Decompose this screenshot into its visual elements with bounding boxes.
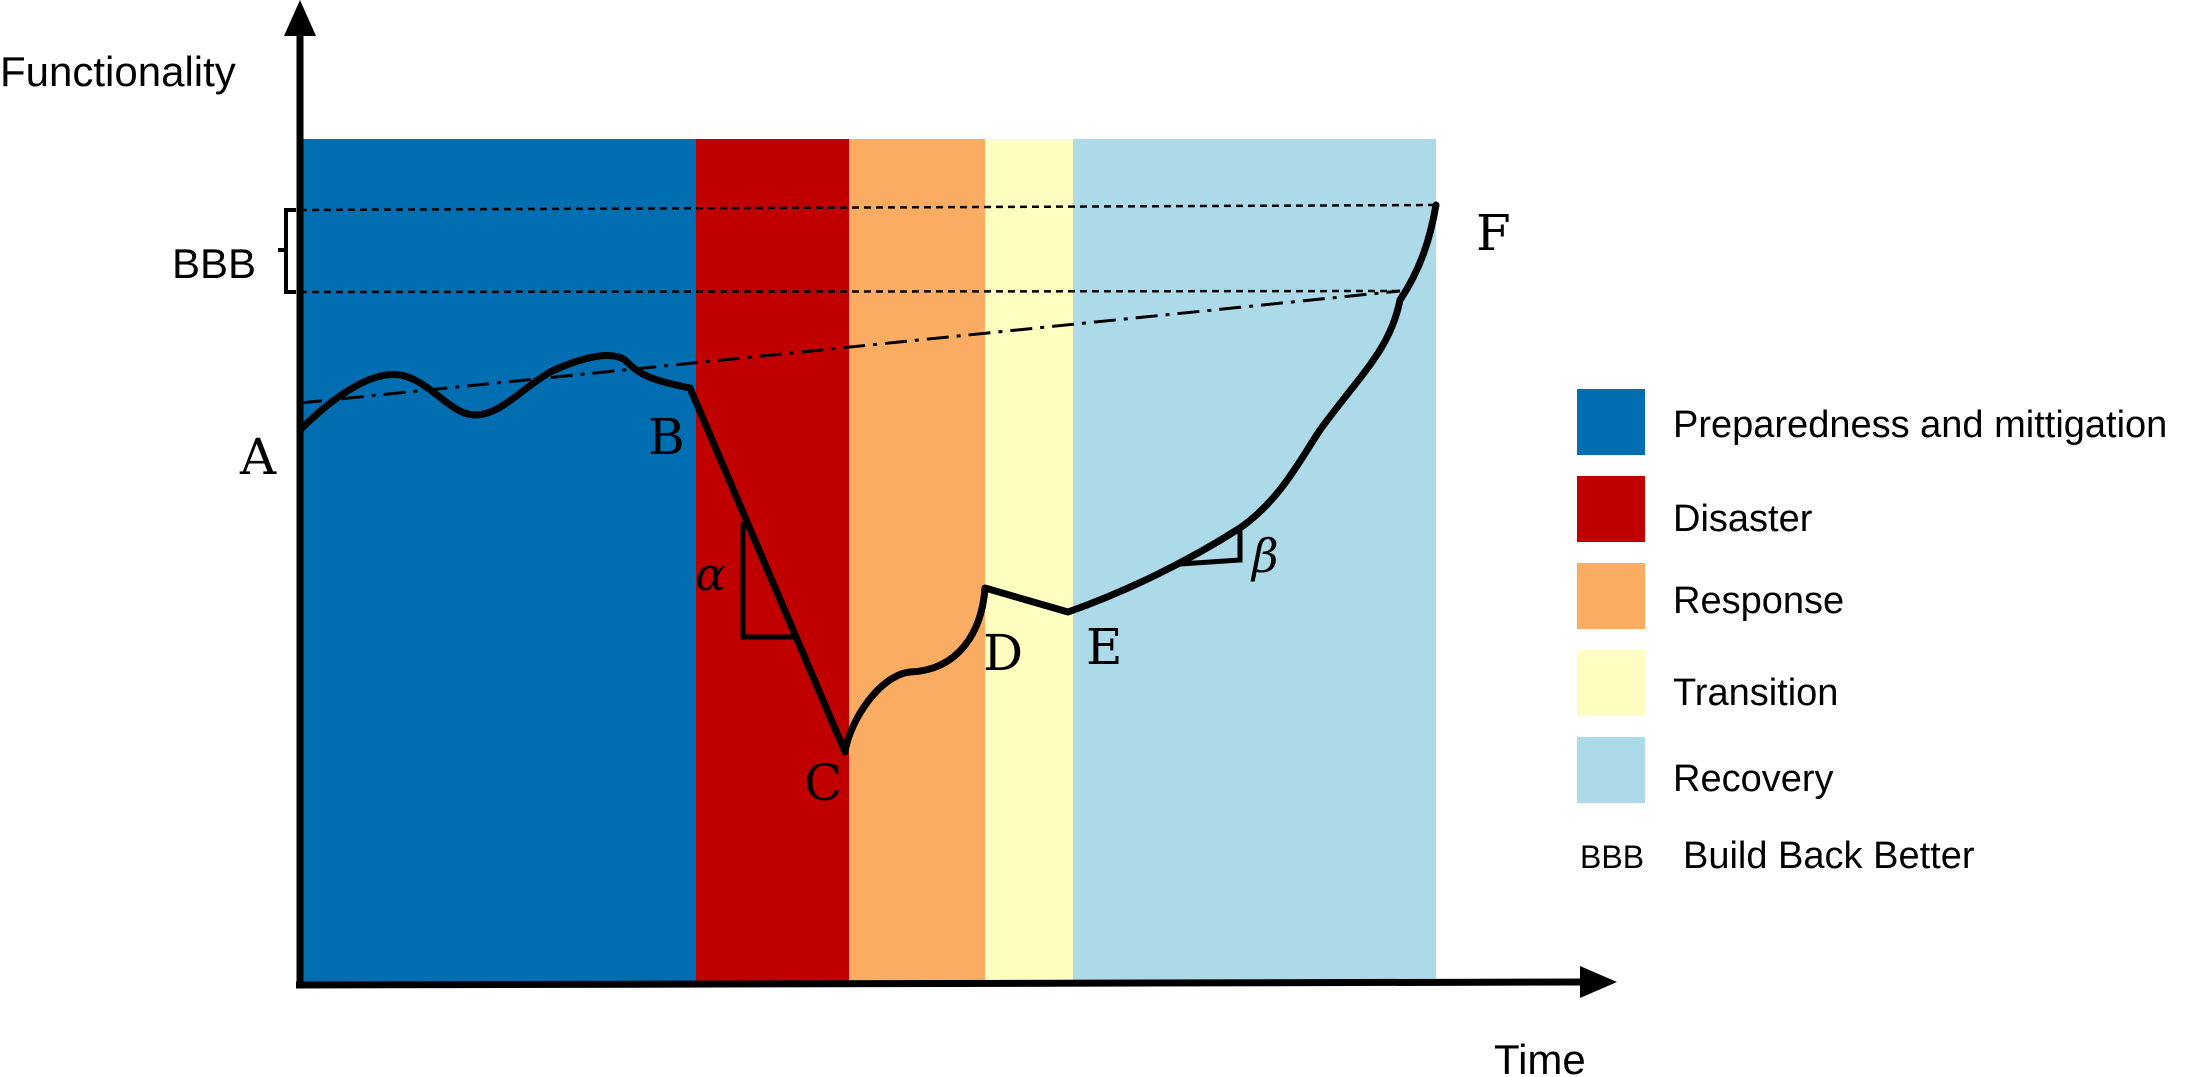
- point-label-f: F: [1476, 204, 1511, 262]
- legend-swatch-preparedness: [1577, 389, 1645, 455]
- legend-bbb-label: Build Back Better: [1683, 835, 1975, 877]
- bbb-upper-dashed-line: [299, 203, 1437, 212]
- legend-item-bbb: BBB Build Back Better: [1580, 835, 1975, 877]
- x-axis: [295, 966, 1617, 998]
- bbb-label: BBB: [172, 240, 256, 287]
- legend-swatch-recovery: [1577, 737, 1645, 803]
- beta-label: β: [1250, 529, 1279, 583]
- phase-band-recovery: [1073, 139, 1436, 985]
- phase-bands: [300, 139, 1436, 985]
- phase-band-transition: [985, 139, 1073, 985]
- legend-item-recovery: Recovery: [1577, 737, 1834, 803]
- legend: Preparedness and mittigation Disaster Re…: [1577, 389, 2167, 877]
- point-label-a: A: [239, 428, 277, 486]
- phase-band-preparedness: [300, 139, 696, 985]
- alpha-slope-triangle: [740, 522, 795, 640]
- beta-slope-triangle: [1179, 528, 1243, 567]
- legend-label-transition: Transition: [1673, 672, 1838, 714]
- legend-item-disaster: Disaster: [1577, 476, 1813, 542]
- functionality-curve: [296, 201, 1440, 756]
- x-axis-arrowhead: [1580, 966, 1617, 998]
- legend-swatch-transition: [1577, 650, 1645, 716]
- legend-label-response: Response: [1673, 580, 1844, 622]
- phase-band-disaster: [696, 139, 849, 985]
- phase-band-response: [849, 139, 985, 985]
- legend-label-preparedness: Preparedness and mittigation: [1673, 404, 2167, 446]
- point-label-d: D: [983, 624, 1023, 682]
- legend-item-transition: Transition: [1577, 650, 1838, 716]
- point-label-e: E: [1086, 618, 1123, 676]
- legend-item-preparedness: Preparedness and mittigation: [1577, 389, 2167, 455]
- y-axis-arrowhead: [284, 0, 316, 36]
- legend-label-recovery: Recovery: [1673, 758, 1834, 800]
- point-label-b: B: [648, 408, 685, 466]
- point-label-c: C: [804, 754, 842, 812]
- y-axis-label: Functionality: [0, 48, 236, 95]
- legend-swatch-response: [1577, 563, 1645, 629]
- legend-swatch-disaster: [1577, 476, 1645, 542]
- legend-label-disaster: Disaster: [1673, 498, 1813, 540]
- bbb-lower-dashed-line: [299, 289, 1401, 294]
- bbb-bracket: [278, 208, 296, 294]
- legend-bbb-abbr: BBB: [1580, 839, 1644, 875]
- trend-dash-dot-line: [299, 289, 1401, 405]
- x-axis-label: Time: [1494, 1036, 1586, 1077]
- y-axis: [284, 0, 316, 988]
- legend-item-response: Response: [1577, 563, 1844, 629]
- alpha-label: α: [695, 547, 726, 601]
